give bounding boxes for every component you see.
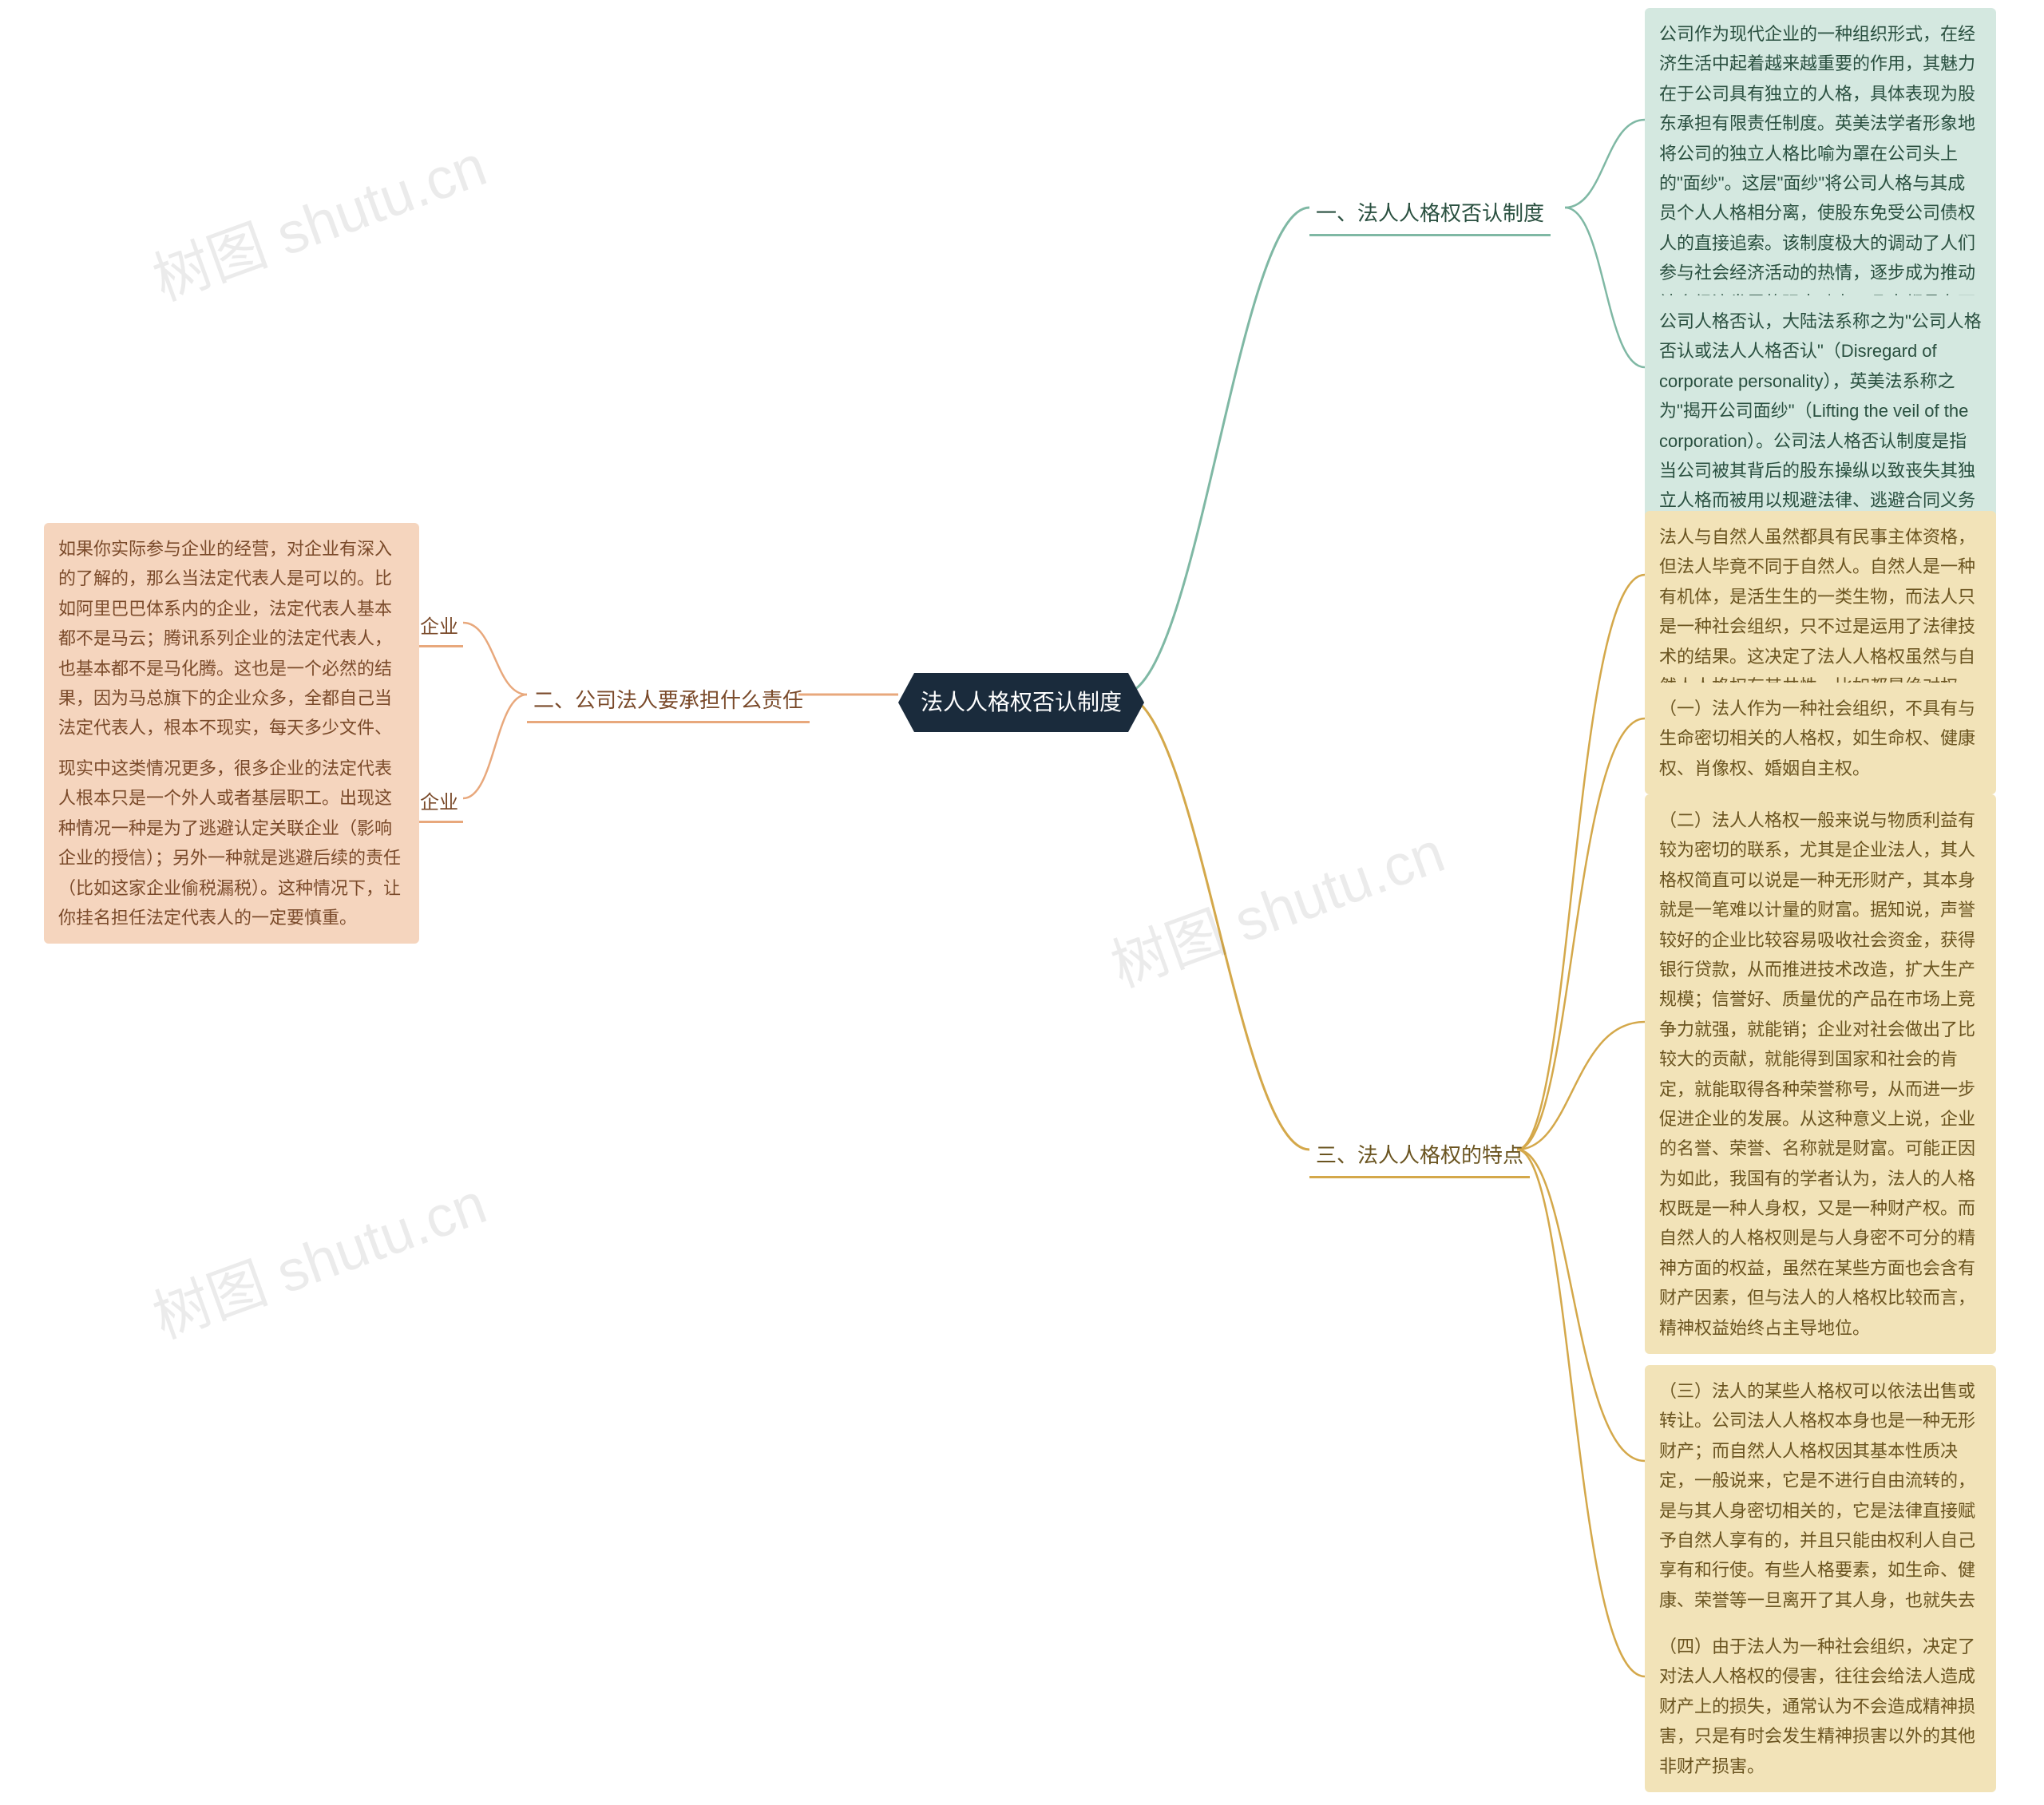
branch-3-leaf-4: （三）法人的某些人格权可以依法出售或转让。公司法人人格权本身也是一种无形财产；而… (1645, 1365, 1996, 1657)
root-node[interactable]: 法人人格权否认制度 (898, 673, 1144, 732)
branch-3[interactable]: 三、法人人格权的特点 (1309, 1132, 1530, 1178)
watermark: 树图 shutu.cn (140, 1157, 496, 1355)
branch-3-leaf-5: （四）由于法人为一种社会组织，决定了对法人人格权的侵害，往往会给法人造成财产上的… (1645, 1621, 1996, 1792)
watermark: 树图 shutu.cn (1098, 806, 1454, 1003)
branch-3-leaf-2: （一）法人作为一种社会组织，不具有与生命密切相关的人格权，如生命权、健康权、肖像… (1645, 683, 1996, 794)
branch-2-leaf-2: 现实中这类情况更多，很多企业的法定代表人根本只是一个外人或者基层职工。出现这种情… (44, 742, 419, 944)
branch-1[interactable]: 一、法人人格权否认制度 (1309, 190, 1551, 236)
branch-3-leaf-3: （二）法人人格权一般来说与物质利益有较为密切的联系，尤其是企业法人，其人格权简直… (1645, 794, 1996, 1354)
branch-2[interactable]: 二、公司法人要承担什么责任 (527, 677, 810, 723)
watermark: 树图 shutu.cn (140, 119, 496, 317)
